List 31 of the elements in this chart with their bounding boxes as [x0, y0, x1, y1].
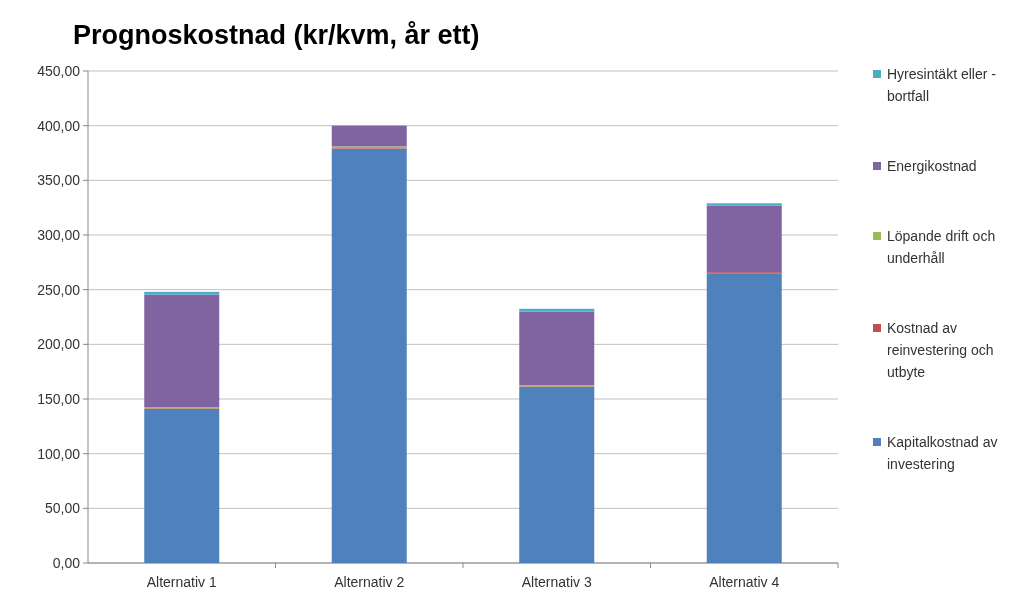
x-tick-label: Alternativ 3 [521, 574, 592, 590]
chart-title: Prognoskostnad (kr/kvm, år ett) [73, 20, 480, 50]
bar [706, 273, 782, 563]
legend-label: Energikostnad [887, 158, 977, 174]
bar [519, 386, 595, 563]
bar [519, 308, 595, 312]
bar [331, 125, 407, 147]
legend-label: Kostnad av reinvestering och utbyte [887, 320, 994, 380]
y-tick-label: 50,00 [44, 500, 81, 517]
y-tick-label: 150,00 [37, 390, 81, 407]
y-tick-label: 400,00 [37, 117, 81, 134]
bar [706, 203, 782, 206]
bar [144, 291, 220, 295]
bar [706, 205, 782, 273]
x-tick-label: Alternativ 4 [709, 574, 780, 590]
legend-label: Kapitalkostnad av investering [887, 434, 998, 472]
y-tick-label: 200,00 [37, 336, 81, 353]
x-tick-label: Alternativ 1 [146, 574, 217, 590]
y-tick-label: 250,00 [37, 281, 81, 298]
y-tick-label: 450,00 [37, 62, 81, 79]
y-tick-label: 350,00 [37, 172, 81, 189]
y-tick-label: 0,00 [52, 554, 81, 571]
bar [331, 148, 407, 563]
legend-label: Löpande drift och underhåll [887, 228, 996, 266]
y-tick-label: 100,00 [37, 445, 81, 462]
bar [519, 311, 595, 386]
y-tick-label: 300,00 [37, 226, 81, 243]
bar [144, 408, 220, 563]
x-tick-label: Alternativ 2 [334, 574, 405, 590]
bar [144, 294, 220, 408]
legend-label: Hyresintäkt eller - bortfall [887, 66, 997, 104]
